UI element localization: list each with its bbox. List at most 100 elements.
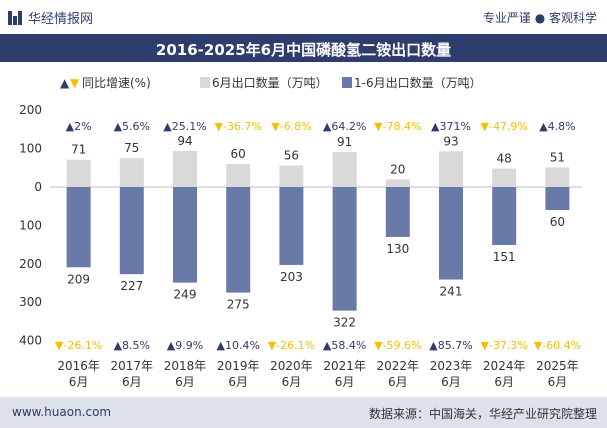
x-tick-label-month: 6月 <box>282 375 302 389</box>
x-tick-label: 2016年 <box>57 359 100 373</box>
bar-ytd <box>545 187 570 211</box>
yoy-june-label: ▲2% <box>66 120 92 133</box>
y-tick-label: 0 <box>34 180 42 194</box>
yoy-june-label: ▼-6.8% <box>271 120 311 133</box>
yoy-ytd-label: ▼-60.4% <box>534 339 581 352</box>
x-tick-label: 2023年 <box>430 359 473 373</box>
bar-june <box>279 165 304 187</box>
brand: 华经情报网 <box>8 8 93 27</box>
y-tick-label: 300 <box>19 295 42 309</box>
x-tick-label: 2025年 <box>536 359 579 373</box>
chart-title: 2016-2025年6月中国磷酸氢二铵出口数量 <box>155 41 452 59</box>
y-tick-label: 400 <box>19 334 42 348</box>
bar-june <box>545 167 570 187</box>
bar-june <box>439 151 463 187</box>
x-tick-label: 2022年 <box>377 359 420 373</box>
bar-june-label: 93 <box>443 134 458 148</box>
yoy-ytd-label: ▼-37.3% <box>481 339 528 352</box>
yoy-ytd-label: ▼-26.1% <box>268 339 315 352</box>
y-tick-label: 100 <box>19 142 42 156</box>
bar-june <box>492 168 517 187</box>
bar-ytd <box>226 187 251 293</box>
yoy-ytd-label: ▼-59.6% <box>374 339 421 352</box>
x-tick-label: 2020年 <box>270 359 313 373</box>
bar-june <box>226 163 251 187</box>
legend-yoy-marker-down: ▼ <box>70 76 80 90</box>
x-tick-label-month: 6月 <box>335 375 355 389</box>
bar-ytd-label: 203 <box>280 270 303 284</box>
yoy-ytd-label: ▲10.4% <box>216 339 259 352</box>
bar-ytd-label: 151 <box>493 250 516 264</box>
yoy-june-label: ▼-47.9% <box>481 120 528 133</box>
top-bar: 华经情报网 专业严谨 ● 客观科学 <box>0 0 607 34</box>
legend-ytd-label: 1-6月出口数量（万吨） <box>354 75 482 90</box>
yoy-june-label: ▼-36.7% <box>215 120 262 133</box>
bar-ytd <box>173 187 197 283</box>
footer-site: www.huaon.com <box>12 405 112 419</box>
bar-june <box>173 150 197 187</box>
bar-ytd-label: 322 <box>333 316 356 330</box>
brand-name: 华经情报网 <box>28 12 94 27</box>
bar-june <box>332 152 357 187</box>
y-tick-label: 200 <box>19 103 42 117</box>
x-tick-label-month: 6月 <box>548 375 568 389</box>
x-tick-label-month: 6月 <box>175 375 195 389</box>
bar-june-label: 71 <box>71 143 86 157</box>
bar-ytd-label: 209 <box>67 272 90 286</box>
bar-ytd-label: 275 <box>227 298 250 312</box>
bar-ytd <box>492 187 517 245</box>
bar-ytd <box>119 187 144 275</box>
footer-source: 数据来源：中国海关，华经产业研究院整理 <box>368 407 597 421</box>
yoy-ytd-label: ▼-26.1% <box>55 339 102 352</box>
bar-june-label: 51 <box>550 150 565 164</box>
bar-ytd <box>332 187 357 311</box>
bar-ytd <box>385 187 410 237</box>
bar-june-label: 94 <box>177 134 192 148</box>
bar-june-label: 75 <box>124 141 139 155</box>
bar-ytd <box>279 187 304 265</box>
chart-title-bar: 2016-2025年6月中国磷酸氢二铵出口数量 <box>0 34 607 62</box>
legend-june-label: 6月出口数量（万吨） <box>212 75 328 90</box>
bar-june-label: 48 <box>497 152 512 166</box>
x-tick-label-month: 6月 <box>228 375 248 389</box>
yoy-june-label: ▲4.8% <box>539 120 575 133</box>
yoy-ytd-label: ▲9.9% <box>167 339 203 352</box>
bar-june-label: 56 <box>284 148 299 162</box>
bar-ytd <box>439 187 463 280</box>
x-tick-label-month: 6月 <box>494 375 514 389</box>
yoy-june-label: ▲371% <box>431 120 471 133</box>
legend-ytd-swatch <box>342 77 352 88</box>
legend-yoy-label: 同比增速(%) <box>82 76 151 90</box>
bar-june-label: 20 <box>390 162 405 176</box>
bar-june-label: 60 <box>231 147 246 161</box>
yoy-june-label: ▼-78.4% <box>374 120 421 133</box>
bar-june <box>385 179 410 187</box>
x-tick-label: 2017年 <box>111 359 154 373</box>
x-tick-label: 2018年 <box>164 359 207 373</box>
x-tick-label: 2021年 <box>323 359 366 373</box>
y-tick-label: 100 <box>19 218 42 232</box>
x-tick-label: 2024年 <box>483 359 526 373</box>
x-tick-label-month: 6月 <box>69 375 89 389</box>
bar-ytd-label: 249 <box>174 288 197 302</box>
chart: ▲ ▼ 同比增速(%) 6月出口数量（万吨） 1-6月出口数量（万吨） 200 100 0 10… <box>19 75 582 389</box>
tagline: 专业严谨 ● 客观科学 <box>482 11 597 25</box>
bar-ytd-label: 227 <box>120 279 143 293</box>
bar-june <box>119 158 144 187</box>
yoy-ytd-label: ▲58.4% <box>323 339 366 352</box>
x-tick-label: 2019年 <box>217 359 260 373</box>
bar-ytd-label: 241 <box>440 285 463 299</box>
bar-june-label: 91 <box>337 135 352 149</box>
x-tick-label-month: 6月 <box>388 375 408 389</box>
bar-ytd-label: 130 <box>386 242 409 256</box>
yoy-june-label: ▲64.2% <box>323 120 366 133</box>
yoy-june-label: ▲5.6% <box>114 120 150 133</box>
logo-icon <box>8 10 22 25</box>
yoy-ytd-label: ▲8.5% <box>114 339 150 352</box>
legend-june-swatch <box>200 77 210 88</box>
yoy-ytd-label: ▲85.7% <box>429 339 472 352</box>
footer: www.huaon.com 数据来源：中国海关，华经产业研究院整理 <box>0 397 607 428</box>
bar-ytd-label: 60 <box>550 215 565 229</box>
bar-ytd <box>66 187 91 268</box>
legend-yoy-marker: ▲ <box>60 76 70 90</box>
